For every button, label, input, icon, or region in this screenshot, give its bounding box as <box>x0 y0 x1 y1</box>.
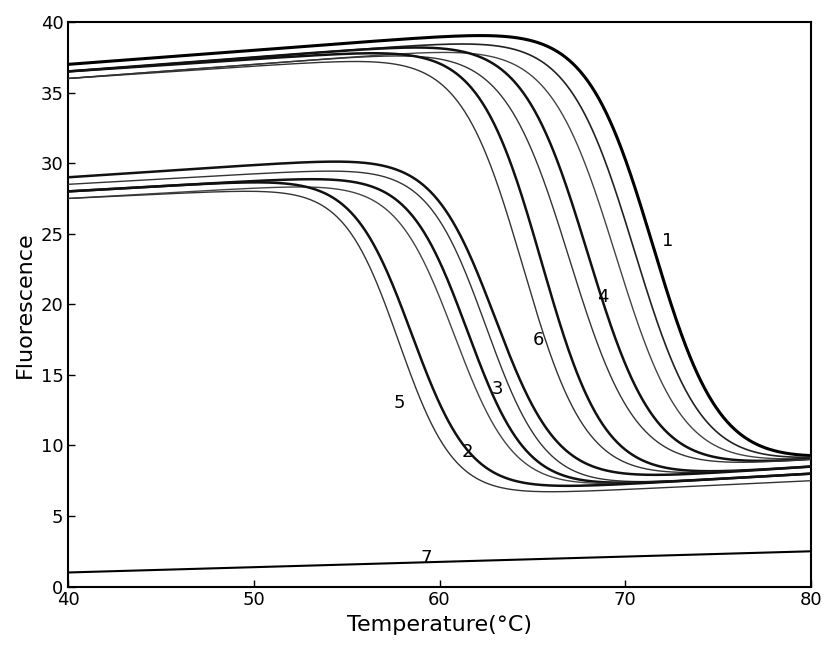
Text: 4: 4 <box>597 288 608 306</box>
Y-axis label: Fluorescence: Fluorescence <box>15 231 35 378</box>
Text: 1: 1 <box>661 232 673 250</box>
Text: 2: 2 <box>461 443 472 461</box>
X-axis label: Temperature(°C): Temperature(°C) <box>347 615 532 635</box>
Text: 7: 7 <box>421 549 432 567</box>
Text: 3: 3 <box>491 380 502 398</box>
Text: 5: 5 <box>393 394 404 412</box>
Text: 6: 6 <box>532 331 543 348</box>
